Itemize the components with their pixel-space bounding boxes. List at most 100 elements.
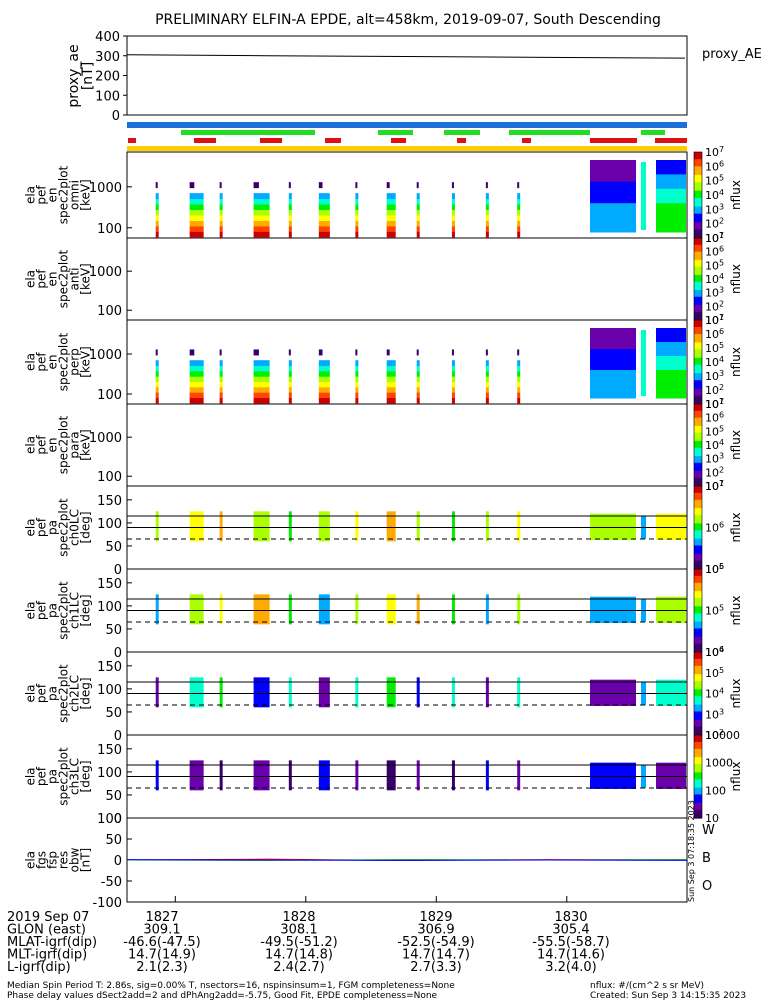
ch1-panel-strip <box>189 594 204 625</box>
omni-panel-block-cell <box>656 160 686 168</box>
colorbar-step <box>694 488 702 491</box>
colorbar-step <box>694 722 702 725</box>
colorbar-step <box>694 537 702 540</box>
colorbar-step <box>694 811 702 814</box>
ch1-panel-strip <box>386 594 396 625</box>
omni-panel-strip-cell <box>416 220 420 227</box>
footer-units-note: nflux: #/(cm^2 s sr MeV) <box>590 981 704 991</box>
colorbar-step <box>694 557 702 560</box>
colorbar-step <box>694 642 702 645</box>
ch3-panel-ytick-label: 100 <box>97 766 122 781</box>
colorbar-step <box>694 499 702 502</box>
colorbar-step <box>694 729 702 732</box>
colorbar-step <box>694 220 702 223</box>
para-panel-ylabel: elapefenspec2plotpara[keV] <box>24 415 93 474</box>
proxy-ae-ytick-label: 100 <box>95 89 120 104</box>
status-bar-green-segment <box>509 130 590 135</box>
ch0-panel-ytick-label: 150 <box>97 494 122 509</box>
colorbar-step <box>694 170 702 173</box>
omni-panel-strip-cell <box>517 215 521 221</box>
colorbar-step <box>694 240 702 243</box>
perp-panel-block-cell <box>590 335 636 343</box>
colorbar-step <box>694 794 702 797</box>
perp-panel-strip-cell <box>189 376 204 383</box>
colorbar-step <box>694 413 702 416</box>
colorbar-step <box>694 283 702 286</box>
colorbar-step <box>694 805 702 808</box>
colorbar-tick-label: 101 <box>705 397 724 411</box>
colorbar-step <box>694 801 702 804</box>
ch2-panel-ytick-label: 100 <box>97 683 122 698</box>
colorbar-step <box>694 542 702 545</box>
perp-panel-strip-cell <box>355 370 359 377</box>
ch3-panel-strip <box>219 760 223 791</box>
colorbar-step <box>694 328 702 331</box>
ch0-panel-strip <box>517 511 521 542</box>
colorbar-step <box>694 690 702 693</box>
status-bar-yellow <box>127 146 687 151</box>
ch0-panel-strip <box>155 511 159 542</box>
omni-panel-block-cell <box>656 224 686 233</box>
colorbar-step <box>694 193 702 196</box>
colorbar-step <box>694 596 702 599</box>
anti-panel-ytick-label: 100 <box>97 304 122 319</box>
perp-panel-strip-cell <box>451 386 455 393</box>
omni-panel-block-cell <box>656 210 686 219</box>
colorbar-step <box>694 213 702 216</box>
colorbar-step <box>694 257 702 260</box>
colorbar-step <box>694 534 702 537</box>
perp-panel-strip-cell <box>485 360 489 367</box>
colorbar-step <box>694 327 702 329</box>
colorbar-step <box>694 322 702 325</box>
perp-panel-strip-cell <box>219 381 223 388</box>
colorbar-step <box>694 743 702 746</box>
colorbar-tick-label: 106 <box>705 645 724 659</box>
omni-panel-strip-cell <box>386 231 396 238</box>
colorbar-tick-label: 10 <box>705 812 719 825</box>
colorbar-step <box>694 617 702 620</box>
colorbar-step <box>694 682 702 685</box>
colorbar-step <box>694 598 702 601</box>
omni-panel-strip-cell <box>386 220 396 227</box>
colorbar-step <box>694 530 702 533</box>
colorbar-step <box>694 715 702 718</box>
ch3-panel-strip <box>318 760 330 791</box>
colorbar-step <box>694 431 702 434</box>
colorbar-step <box>694 432 702 435</box>
ch3-panel: 0 50 100 150 elapefpaspec2plotch3LC[deg] <box>24 734 688 827</box>
colorbar-step <box>694 636 702 639</box>
colorbar-step <box>694 210 702 213</box>
footer-cell: 1830 <box>554 910 587 925</box>
colorbar-step <box>694 425 702 428</box>
ch2-panel-strip <box>253 677 270 708</box>
colorbar-step <box>694 222 702 225</box>
colorbar-step <box>694 469 702 472</box>
fgs-ytick-label: 100 <box>97 812 122 827</box>
omni-panel-strip-cell <box>189 193 204 200</box>
footer-row-label: MLT-igrf(dip) <box>7 948 87 963</box>
colorbar-step <box>694 517 702 520</box>
perp-panel-strip-cell <box>355 392 359 399</box>
perp-panel-block-cell <box>590 328 636 336</box>
colorbar-step <box>694 447 702 450</box>
colorbar-step <box>694 584 702 587</box>
colorbar-step <box>694 797 702 800</box>
colorbar-step <box>694 349 702 352</box>
colorbar-step <box>694 360 702 363</box>
colorbar-step <box>694 277 702 280</box>
proxy-ae-ytick-label: 200 <box>95 70 120 85</box>
perp-panel-strip-cell <box>416 370 420 377</box>
colorbar-step <box>694 556 702 559</box>
status-bar-red-segment <box>590 138 637 143</box>
colorbar-tick-label: 107 <box>705 397 724 411</box>
omni-panel-strip-cell <box>517 209 521 216</box>
ch3-panel-strip <box>386 760 396 791</box>
perp-panel-strip-cell <box>416 376 420 383</box>
colorbar-step <box>694 311 702 314</box>
ch1-panel-strip <box>517 594 521 625</box>
perp-panel-block-cell <box>656 356 686 364</box>
colorbar-step <box>694 359 702 362</box>
omni-panel-strip-cell <box>517 231 521 238</box>
